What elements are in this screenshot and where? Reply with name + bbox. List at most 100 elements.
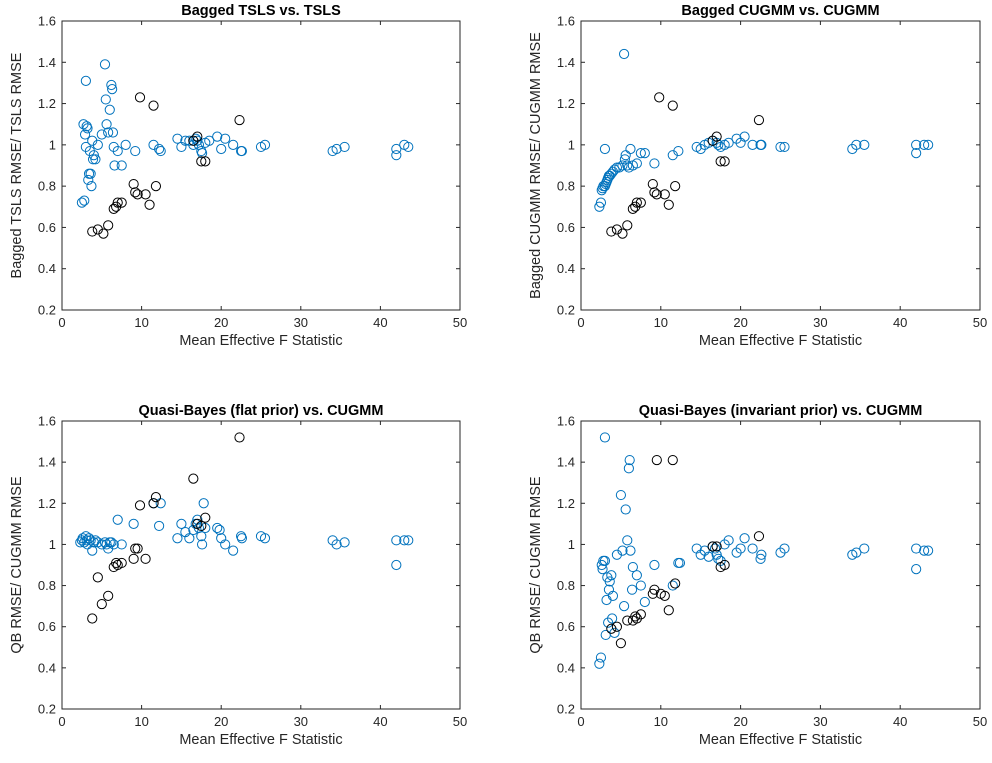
data-point — [599, 143, 611, 155]
data-point — [128, 518, 139, 529]
x-axis-label: Mean Effective F Statistic — [179, 732, 342, 748]
data-point — [739, 533, 750, 544]
data-point — [595, 197, 607, 208]
data-point — [198, 498, 209, 509]
data-point — [723, 137, 734, 148]
x-tick-label: 10 — [134, 714, 148, 729]
data-point — [923, 139, 934, 150]
data-point — [331, 539, 342, 550]
data-point — [196, 156, 207, 167]
y-tick-label: 0.4 — [557, 660, 575, 675]
data-point — [234, 114, 245, 126]
data-point — [112, 145, 123, 157]
plot-title: Bagged TSLS vs. TSLS — [181, 3, 341, 19]
data-point — [200, 512, 211, 523]
data-point — [188, 473, 199, 484]
x-axis-label: Mean Effective F Statistic — [699, 732, 862, 748]
data-point — [132, 189, 143, 200]
data-point — [609, 164, 620, 175]
y-tick-label: 1 — [568, 137, 575, 152]
data-point — [204, 135, 215, 146]
data-point — [670, 578, 681, 589]
x-tick-label: 50 — [453, 315, 467, 330]
data-point — [611, 621, 623, 632]
y-tick-label: 0.6 — [557, 220, 575, 235]
x-tick-label: 10 — [654, 714, 668, 729]
data-point — [639, 148, 650, 159]
x-tick-label: 20 — [733, 714, 747, 729]
data-point — [627, 561, 638, 573]
data-point — [112, 514, 123, 525]
data-point — [599, 555, 611, 566]
y-tick-label: 1.4 — [38, 455, 56, 470]
data-point — [618, 48, 630, 60]
data-point — [630, 611, 641, 622]
data-point — [654, 92, 665, 103]
data-point — [196, 531, 207, 542]
plot-1: Bagged CUGMM vs. CUGMM Mean Effective F … — [528, 3, 987, 349]
data-point — [196, 539, 208, 550]
data-point — [649, 187, 660, 198]
data-point — [631, 158, 642, 169]
data-point — [236, 533, 247, 544]
data-point — [919, 545, 930, 556]
data-point — [659, 590, 670, 601]
data-point — [144, 199, 155, 210]
data-point — [715, 156, 726, 167]
data-point — [120, 139, 131, 150]
data-point — [236, 145, 247, 157]
data-point — [214, 524, 225, 536]
data-point — [707, 541, 718, 552]
y-tick-label: 0.8 — [38, 179, 56, 194]
data-point — [667, 100, 678, 111]
data-point — [150, 492, 162, 503]
y-tick-label: 0.4 — [557, 261, 575, 276]
data-point — [775, 141, 786, 153]
data-point — [606, 570, 617, 581]
y-tick-label: 0.6 — [38, 220, 56, 235]
plot-title: Quasi-Bayes (flat prior) vs. CUGMM — [139, 403, 384, 419]
data-point — [635, 609, 646, 620]
data-point — [83, 174, 94, 186]
data-point — [391, 559, 402, 571]
data-point — [212, 131, 223, 142]
data-point — [154, 520, 165, 532]
y-tick-label: 0.8 — [38, 578, 56, 593]
data-point — [228, 545, 239, 556]
data-point — [611, 162, 623, 173]
x-tick-label: 20 — [214, 714, 228, 729]
data-point — [150, 181, 162, 192]
data-point — [753, 114, 765, 126]
data-point — [911, 543, 922, 554]
data-point — [617, 545, 628, 556]
data-point — [753, 531, 765, 542]
data-point — [663, 605, 674, 616]
data-point — [911, 148, 922, 159]
data-point — [100, 94, 111, 105]
plot-0: Bagged TSLS vs. TSLS Mean Effective F St… — [9, 3, 467, 349]
data-point — [88, 537, 99, 548]
axes-box — [61, 420, 461, 710]
x-axis-label: Mean Effective F Statistic — [699, 333, 862, 349]
x-tick-label: 40 — [893, 714, 907, 729]
y-tick-label: 1.4 — [38, 55, 56, 70]
data-point — [594, 201, 605, 212]
y-tick-label: 0.4 — [38, 261, 56, 276]
data-point — [756, 549, 767, 560]
data-point — [134, 92, 146, 103]
x-tick-label: 30 — [294, 714, 308, 729]
axes-box — [580, 20, 981, 311]
data-point — [923, 545, 934, 556]
plot-title: Bagged CUGMM vs. CUGMM — [681, 3, 879, 19]
data-point — [88, 150, 99, 161]
y-tick-label: 1.4 — [557, 55, 575, 70]
data-point — [606, 226, 617, 237]
data-point — [106, 537, 117, 548]
data-point — [625, 143, 636, 155]
data-point — [101, 119, 112, 130]
data-point — [176, 518, 187, 529]
data-point — [130, 543, 141, 554]
data-point — [919, 139, 930, 150]
y-axis-label: Bagged TSLS RMSE/ TSLS RMSE — [9, 52, 25, 278]
data-point — [220, 133, 231, 144]
